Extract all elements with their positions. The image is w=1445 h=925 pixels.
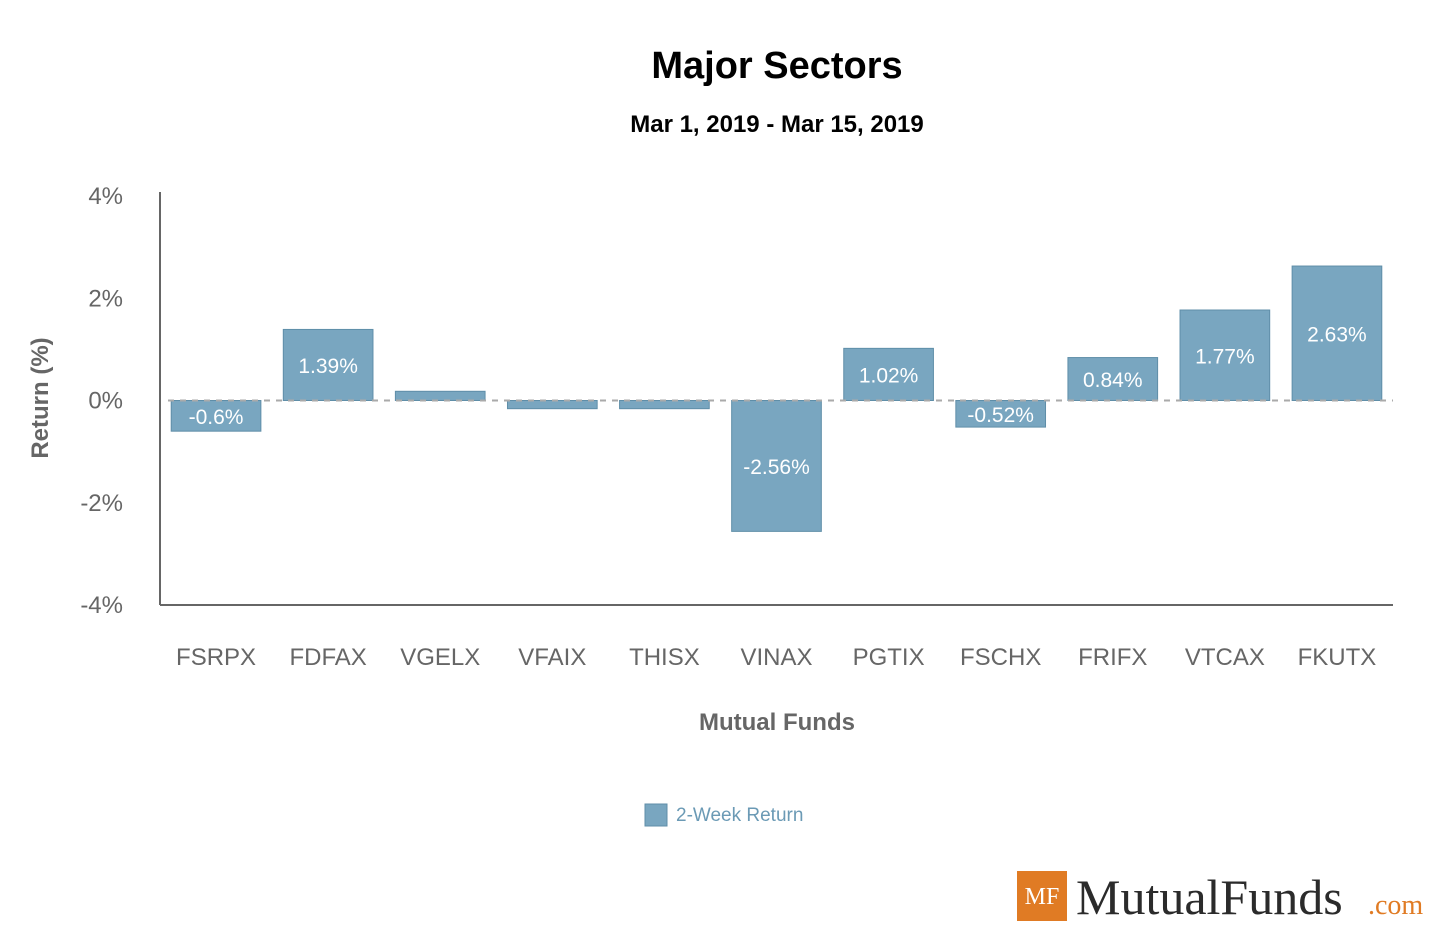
x-tick-label: VINAX xyxy=(740,644,812,671)
brand-badge-text: MF xyxy=(1025,884,1060,910)
chart-subtitle: Mar 1, 2019 - Mar 15, 2019 xyxy=(630,111,924,138)
brand-logo: MF MutualFunds .com xyxy=(1017,869,1423,925)
bars: -0.6% 1.39% -2.56% 1.02% -0.52% 0.84% 1.77% 2.6… xyxy=(170,265,1383,532)
x-tick-label: FSRPX xyxy=(176,644,256,671)
y-tick-label: 2% xyxy=(88,285,123,312)
x-tick-label: PGTIX xyxy=(853,644,925,671)
brand-badge xyxy=(1017,871,1067,921)
brand-suffix: .com xyxy=(1368,890,1423,921)
bar-fdfax[interactable] xyxy=(282,328,374,401)
bar-thisx[interactable] xyxy=(619,400,710,410)
x-tick-label: VTCAX xyxy=(1185,644,1265,671)
x-tick-label: FSCHX xyxy=(960,644,1041,671)
bar-value-label: 1.39% xyxy=(298,355,358,378)
x-tick-label: THISX xyxy=(629,644,700,671)
bar-value-label: -0.52% xyxy=(967,404,1034,427)
x-axis-categories: FSRPX FDFAX VGELX VFAIX THISX VINAX PGTIX FSCHX… xyxy=(176,644,1376,671)
y-tick-label: 0% xyxy=(88,388,123,415)
x-tick-label: FDFAX xyxy=(289,644,366,671)
bar-vinax[interactable] xyxy=(731,400,822,532)
bar-value-label: 2.63% xyxy=(1307,323,1367,346)
legend-swatch xyxy=(644,803,668,827)
x-tick-label: FRIFX xyxy=(1078,644,1147,671)
bar-value-label: 0.84% xyxy=(1083,369,1143,392)
bar-value-label: 1.77% xyxy=(1195,345,1255,368)
bar-fkutx[interactable] xyxy=(1291,265,1383,402)
y-tick-label: 4% xyxy=(88,183,123,210)
bar-fschx[interactable] xyxy=(955,400,1047,428)
y-tick-label: -2% xyxy=(80,490,123,517)
bar-pgtix[interactable] xyxy=(843,347,934,402)
y-tick-label: -4% xyxy=(80,592,123,619)
x-axis-title: Mutual Funds xyxy=(699,709,855,736)
x-tick-label: VFAIX xyxy=(518,644,586,671)
x-tick-label: VGELX xyxy=(400,644,480,671)
y-axis-title: Return (%) xyxy=(27,337,54,458)
bar-vfaix[interactable] xyxy=(506,400,598,410)
legend[interactable]: 2-Week Return xyxy=(644,803,803,827)
bar-vgelx[interactable] xyxy=(394,390,486,401)
legend-label: 2-Week Return xyxy=(676,805,803,826)
bar-value-label: -0.6% xyxy=(189,406,244,429)
bar-value-label: -2.56% xyxy=(743,456,810,479)
brand-name: MutualFunds xyxy=(1076,869,1343,925)
bar-frifx[interactable] xyxy=(1067,357,1159,401)
bar-fsrpx[interactable] xyxy=(170,400,262,432)
chart-title: Major Sectors xyxy=(651,45,902,87)
y-axis-ticks: 4% 2% 0% -2% -4% xyxy=(80,183,123,619)
bar-value-label: 1.02% xyxy=(859,364,919,387)
x-tick-label: FKUTX xyxy=(1298,644,1377,671)
